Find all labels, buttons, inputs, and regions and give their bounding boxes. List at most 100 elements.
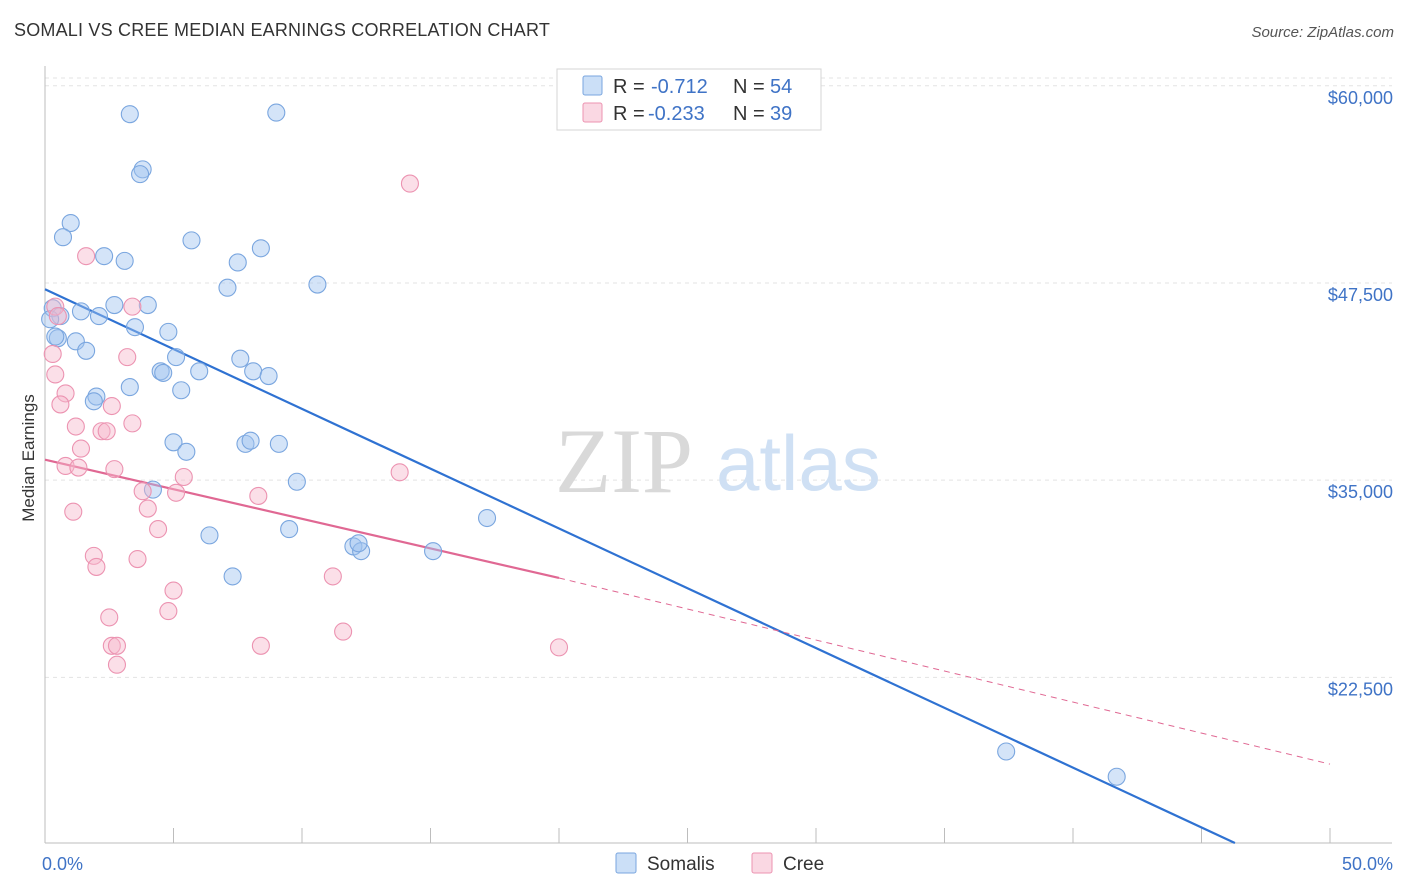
y-tick-label: $47,500	[1328, 285, 1393, 305]
data-point	[190, 362, 209, 381]
x-tick-label: 50.0%	[1342, 854, 1393, 874]
data-point	[159, 322, 178, 341]
data-point	[89, 307, 109, 326]
legend-n-value: 54	[770, 76, 792, 98]
legend-r-label: R =	[613, 76, 645, 98]
legend-r-label: R =	[613, 103, 645, 125]
data-point	[231, 349, 250, 368]
data-point	[251, 636, 270, 655]
legend-swatch-somalis	[582, 75, 603, 96]
y-tick-label: $35,000	[1328, 482, 1393, 502]
x-tick-label: 0.0%	[42, 854, 83, 874]
legend-r-value: -0.233	[648, 103, 705, 125]
data-point	[69, 458, 88, 477]
data-point	[174, 467, 193, 487]
data-point	[102, 636, 121, 655]
data-point	[123, 414, 142, 433]
data-point	[182, 231, 201, 250]
trend-lines	[44, 288, 1331, 844]
data-point	[131, 165, 150, 184]
data-point	[125, 318, 144, 337]
data-point	[61, 213, 80, 233]
data-point	[1107, 767, 1126, 786]
bottom-legend-swatch-somalis	[615, 852, 637, 874]
watermark-zip: ZIP	[555, 410, 693, 512]
data-point	[334, 622, 353, 641]
data-point	[259, 366, 278, 386]
data-point	[997, 742, 1016, 761]
data-point	[84, 392, 103, 411]
data-point	[167, 483, 186, 502]
data-point	[77, 247, 96, 266]
data-point	[133, 482, 152, 501]
data-point	[223, 567, 242, 586]
data-point	[138, 296, 157, 315]
data-point	[46, 327, 65, 346]
data-point	[105, 460, 124, 479]
axes	[44, 66, 1392, 844]
data-point	[92, 422, 111, 441]
trend-line-cree-extension	[558, 577, 1331, 765]
bottom-legend-swatch-cree	[751, 852, 773, 874]
data-point	[249, 486, 268, 505]
legend: R = -0.712 N = 54 R = -0.233 N = 39	[556, 68, 822, 131]
data-point	[138, 499, 157, 518]
data-point	[46, 365, 65, 384]
y-tick-label: $60,000	[1328, 88, 1393, 108]
data-point	[164, 433, 183, 452]
data-point	[218, 278, 237, 297]
data-point	[107, 655, 127, 674]
y-tick-label: $22,500	[1328, 679, 1393, 699]
data-point	[51, 395, 70, 414]
data-point	[228, 253, 247, 272]
data-point	[167, 348, 186, 367]
data-point	[56, 384, 75, 403]
bottom-legend-label-somalis: Somalis	[647, 854, 715, 875]
data-point	[159, 602, 178, 621]
data-point	[390, 463, 409, 482]
data-point	[71, 439, 91, 458]
legend-row-cree: R = -0.233 N = 39	[582, 102, 792, 125]
data-point	[107, 636, 127, 655]
data-point	[128, 549, 147, 569]
data-point	[269, 434, 288, 453]
data-point	[154, 363, 173, 382]
data-point	[549, 638, 569, 657]
trend-line-cree	[44, 458, 560, 580]
data-point	[77, 341, 96, 360]
data-point	[172, 381, 191, 400]
series-cree	[43, 174, 569, 674]
data-point	[97, 422, 116, 441]
data-point	[280, 520, 299, 539]
source-label: Source: ZipAtlas.com	[1251, 24, 1394, 41]
bottom-legend-label-cree: Cree	[783, 854, 824, 875]
data-point	[133, 160, 152, 179]
legend-row-somalis: R = -0.712 N = 54	[582, 75, 792, 98]
data-point	[251, 239, 270, 258]
data-point	[349, 534, 368, 553]
y-tick-labels: $22,500 $35,000 $47,500 $60,000	[1328, 88, 1393, 700]
data-point	[71, 302, 91, 321]
data-point	[149, 520, 168, 539]
watermark: ZIP atlas	[555, 410, 881, 512]
data-point	[120, 105, 139, 124]
data-point	[66, 417, 85, 436]
data-point	[177, 442, 196, 461]
data-point	[244, 362, 263, 381]
legend-n-label: N =	[733, 103, 765, 125]
chart-title: SOMALI VS CREE MEDIAN EARNINGS CORRELATI…	[14, 20, 551, 40]
data-point	[267, 103, 286, 122]
legend-r-value: -0.712	[651, 76, 708, 98]
data-point	[43, 344, 62, 364]
y-axis-label: Median Earnings	[19, 394, 38, 522]
data-point	[87, 387, 106, 406]
data-point	[118, 348, 137, 367]
x-tick-labels: 0.0% 50.0%	[42, 854, 1393, 874]
data-point	[477, 508, 497, 528]
data-point	[236, 434, 255, 453]
data-point	[100, 608, 119, 627]
bottom-legend: Somalis Cree	[615, 852, 824, 875]
data-point	[53, 228, 73, 247]
series-somalis	[41, 103, 1126, 786]
